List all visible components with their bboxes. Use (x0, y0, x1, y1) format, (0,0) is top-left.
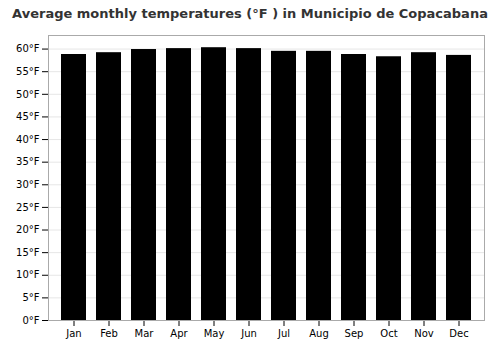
svg-text:Feb: Feb (100, 328, 118, 339)
svg-text:15°F: 15°F (16, 247, 40, 258)
svg-text:Jul: Jul (277, 328, 290, 339)
svg-text:Aug: Aug (309, 328, 329, 339)
svg-text:Apr: Apr (170, 328, 188, 339)
svg-text:0°F: 0°F (22, 315, 39, 326)
svg-text:Mar: Mar (135, 328, 155, 339)
svg-text:Nov: Nov (414, 328, 434, 339)
svg-text:Oct: Oct (380, 328, 397, 339)
svg-text:35°F: 35°F (16, 156, 40, 167)
svg-text:20°F: 20°F (16, 224, 40, 235)
svg-text:Sep: Sep (345, 328, 364, 339)
svg-text:55°F: 55°F (16, 66, 40, 77)
svg-text:40°F: 40°F (16, 134, 40, 145)
svg-text:Dec: Dec (449, 328, 468, 339)
svg-text:25°F: 25°F (16, 202, 40, 213)
svg-text:30°F: 30°F (16, 179, 40, 190)
svg-text:5°F: 5°F (22, 292, 39, 303)
svg-text:Jan: Jan (65, 328, 81, 339)
svg-text:May: May (204, 328, 225, 339)
svg-text:Jun: Jun (240, 328, 257, 339)
svg-text:50°F: 50°F (16, 89, 40, 100)
svg-text:45°F: 45°F (16, 111, 40, 122)
html-text:Average monthly temperatures (: Average monthly temperatures (°F ) in Mu… (12, 6, 488, 21)
svg-text:60°F: 60°F (16, 43, 40, 54)
svg-text:10°F: 10°F (16, 269, 40, 280)
